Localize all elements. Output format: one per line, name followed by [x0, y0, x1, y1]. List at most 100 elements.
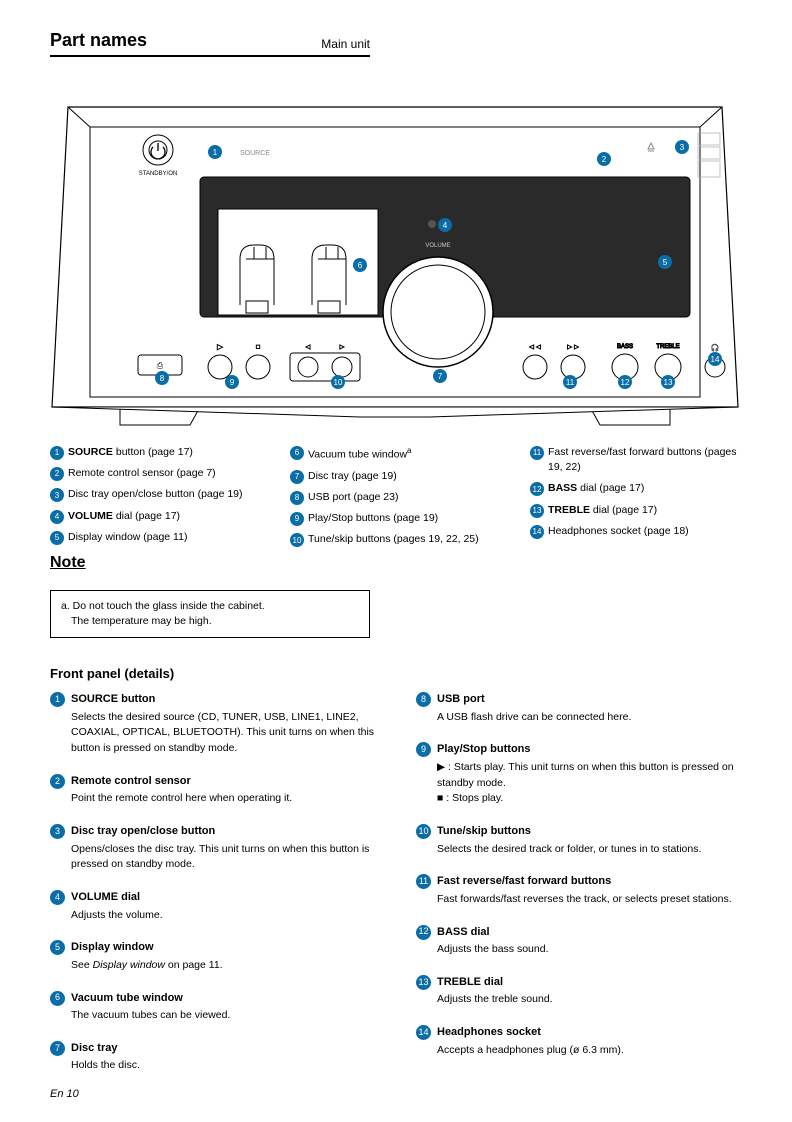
svg-text:10: 10: [334, 378, 343, 387]
note-line-2: The temperature may be high.: [71, 614, 359, 629]
desc-num-14: 14: [416, 1025, 431, 1040]
desc-4: 4VOLUME dialAdjusts the volume.: [50, 889, 376, 923]
desc-body-13: Adjusts the treble sound.: [437, 992, 742, 1008]
desc-title-11: Fast reverse/fast forward buttons: [437, 873, 611, 890]
desc-1: 1 SOURCE button Selects the desired source…: [50, 691, 376, 757]
svg-text:◄: ◄: [305, 344, 312, 351]
callout-text-13: TREBLE dial (page 17): [548, 503, 657, 518]
callout-4: 4VOLUME dial (page 17): [50, 509, 262, 524]
callout-text-1: SOURCE button (page 17): [68, 445, 193, 460]
callout-10: 10Tune/skip buttons (pages 19, 22, 25): [290, 532, 502, 547]
svg-text:14: 14: [711, 355, 720, 364]
callout-2: 2 Remote control sensor (page 7): [50, 466, 262, 481]
desc-body-4: Adjusts the volume.: [71, 908, 376, 924]
svg-text:🎧: 🎧: [711, 343, 720, 352]
callout-text-12: BASS dial (page 17): [548, 481, 644, 496]
callout-text-7: Disc tray (page 19): [308, 469, 397, 484]
callout-text-8: USB port (page 23): [308, 490, 398, 505]
desc-body-11: Fast forwards/fast reverses the track, o…: [437, 892, 742, 908]
svg-text:►: ►: [339, 344, 346, 351]
callout-num-2: 2: [50, 467, 64, 481]
desc-8: 8 USB port A USB flash drive can be connec…: [416, 691, 742, 725]
desc-title-3: Disc tray open/close button: [71, 823, 215, 840]
desc-title-5: Display window: [71, 939, 154, 956]
callout-num-8: 8: [290, 491, 304, 505]
note-label: Note: [50, 554, 86, 572]
svg-text:2: 2: [602, 155, 607, 164]
svg-text:7: 7: [438, 372, 443, 381]
desc-13: 13 TREBLE dialAdjusts the treble sound.: [416, 974, 742, 1008]
svg-text:BASS: BASS: [617, 344, 633, 350]
callout-6: 6Vacuum tube windowa: [290, 445, 502, 463]
desc-num-7: 7: [50, 1041, 65, 1056]
callout-11: 11Fast reverse/fast forward buttons (pag…: [530, 445, 742, 475]
note-line-1: a. Do not touch the glass inside the cab…: [61, 599, 359, 614]
desc-2: 2Remote control sensorPoint the remote c…: [50, 773, 376, 807]
front-panel-diagram: STANDBY/ON SOURCE VOLUME: [50, 87, 740, 427]
callout-legend: 1SOURCE button (page 17) 2 Remote control …: [50, 445, 742, 554]
desc-num-6: 6: [50, 991, 65, 1006]
callout-13: 13 TREBLE dial (page 17): [530, 503, 742, 518]
section-subtitle: Main unit: [321, 37, 370, 51]
desc-body-1: Selects the desired source (CD, TUNER, U…: [71, 710, 376, 757]
volume-label: VOLUME: [425, 243, 450, 249]
callout-num-7: 7: [290, 470, 304, 484]
desc-title-13: TREBLE dial: [437, 974, 503, 991]
standby-label: STANDBY/ON: [139, 171, 178, 177]
desc-num-11: 11: [416, 874, 431, 889]
svg-text:►►: ►►: [566, 344, 580, 351]
callout-8: 8 USB port (page 23): [290, 490, 502, 505]
descriptions-heading: Front panel (details): [50, 666, 742, 681]
callout-num-13: 13: [530, 504, 544, 518]
svg-text:9: 9: [230, 378, 235, 387]
callout-text-11: Fast reverse/fast forward buttons (pages…: [548, 445, 742, 475]
callout-num-10: 10: [290, 533, 304, 547]
desc-11: 11 Fast reverse/fast forward buttons Fast …: [416, 873, 742, 907]
callout-text-5: Display window (page 11): [68, 530, 187, 545]
section-header: Part names Main unit: [50, 30, 370, 57]
descriptions: 1 SOURCE button Selects the desired source…: [50, 691, 742, 1090]
svg-text:4: 4: [443, 221, 448, 230]
desc-num-13: 13: [416, 975, 431, 990]
desc-num-10: 10: [416, 824, 431, 839]
desc-body-8: A USB flash drive can be connected here.: [437, 710, 742, 726]
page-number: En 10: [50, 1088, 79, 1100]
desc-10: 10Tune/skip buttonsSelects the desired t…: [416, 823, 742, 857]
desc-body-10: Selects the desired track or folder, or …: [437, 842, 742, 858]
desc-num-12: 12: [416, 925, 431, 940]
svg-text:▶: ▶: [217, 344, 223, 351]
callout-num-9: 9: [290, 512, 304, 526]
callout-text-3: Disc tray open/close button (page 19): [68, 487, 243, 502]
desc-9: 9 Play/Stop buttons ▶ : Starts play. This …: [416, 741, 742, 807]
desc-title-8: USB port: [437, 691, 485, 708]
note-box: a. Do not touch the glass inside the cab…: [50, 590, 370, 638]
desc-num-1: 1: [50, 692, 65, 707]
desc-title-2: Remote control sensor: [71, 773, 191, 790]
section-title: Part names: [50, 30, 147, 51]
callout-7: 7 Disc tray (page 19): [290, 469, 502, 484]
desc-6: 6Vacuum tube windowThe vacuum tubes can …: [50, 990, 376, 1024]
desc-body-2: Point the remote control here when opera…: [71, 791, 376, 807]
svg-text:◄◄: ◄◄: [528, 344, 542, 351]
desc-body-14: Accepts a headphones plug (ø 6.3 mm).: [437, 1043, 742, 1059]
desc-body-12: Adjusts the bass sound.: [437, 942, 742, 958]
svg-text:6: 6: [358, 261, 363, 270]
callout-1: 1SOURCE button (page 17): [50, 445, 262, 460]
desc-12: 12 BASS dialAdjusts the bass sound.: [416, 924, 742, 958]
desc-title-1: SOURCE button: [71, 691, 155, 708]
desc-7: 7Disc trayHolds the disc.: [50, 1040, 376, 1074]
desc-body-6: The vacuum tubes can be viewed.: [71, 1008, 376, 1024]
callout-12: 12BASS dial (page 17): [530, 481, 742, 496]
desc-body-9: ▶ : Starts play. This unit turns on when…: [437, 760, 742, 807]
callout-text-2: Remote control sensor (page 7): [68, 466, 216, 481]
desc-title-9: Play/Stop buttons: [437, 741, 531, 758]
svg-text:TREBLE: TREBLE: [656, 344, 679, 350]
svg-text:3: 3: [680, 143, 685, 152]
desc-title-12: BASS dial: [437, 924, 490, 941]
desc-num-9: 9: [416, 742, 431, 757]
svg-text:11: 11: [566, 378, 575, 387]
callout-text-9: Play/Stop buttons (page 19): [308, 511, 438, 526]
callout-9: 9 Play/Stop buttons (page 19): [290, 511, 502, 526]
desc-num-8: 8: [416, 692, 431, 707]
desc-num-3: 3: [50, 824, 65, 839]
